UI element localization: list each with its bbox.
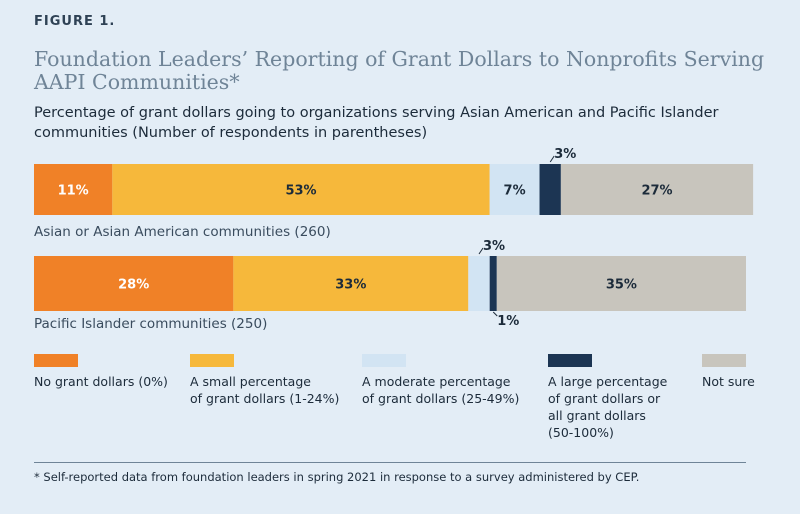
legend-swatch	[34, 354, 78, 367]
chart-subtitle: Percentage of grant dollars going to org…	[34, 105, 719, 141]
data-label: 28%	[118, 278, 149, 293]
legend-item-no-grant: No grant dollars (0%)	[34, 354, 168, 390]
data-label: 35%	[606, 278, 637, 293]
footnote-divider	[34, 462, 746, 463]
legend-item-large: A large percentage of grant dollars or a…	[548, 354, 667, 441]
bar-segment	[496, 256, 746, 311]
legend-label: No grant dollars (0%)	[34, 374, 168, 389]
legend-item-small: A small percentage of grant dollars (1-2…	[190, 354, 339, 407]
data-label: 33%	[335, 278, 366, 293]
legend-item-not-sure: Not sure	[702, 354, 755, 390]
bar-segment	[539, 164, 561, 215]
data-label: 3%	[554, 147, 576, 162]
bar-segment	[489, 256, 497, 311]
legend-swatch	[548, 354, 592, 367]
legend-swatch	[702, 354, 746, 367]
data-label-leader	[478, 247, 484, 255]
footnote: * Self-reported data from foundation lea…	[34, 470, 640, 484]
legend-swatch	[190, 354, 234, 367]
legend-label: A moderate percentage of grant dollars (…	[362, 374, 520, 406]
legend-item-moderate: A moderate percentage of grant dollars (…	[362, 354, 519, 407]
bar-segment	[560, 164, 754, 215]
bar-segment	[233, 256, 469, 311]
data-label-leader	[492, 311, 498, 317]
legend-label: Not sure	[702, 374, 755, 389]
figure-label: FIGURE 1.	[34, 14, 116, 29]
legend-label: A small percentage of grant dollars (1-2…	[190, 374, 340, 406]
bar-segment	[489, 164, 540, 215]
data-label: 3%	[483, 239, 505, 254]
chart-title: Foundation Leaders’ Reporting of Grant D…	[34, 47, 765, 94]
stacked-bar-chart: 11% 53% 7% 3% 27% Asian or Asian American com…	[34, 147, 754, 332]
legend-label: A large percentage of grant dollars or a…	[548, 374, 668, 440]
data-label-leader	[549, 155, 555, 163]
data-label: 1%	[497, 314, 519, 329]
bar-segment	[468, 256, 490, 311]
data-label: 53%	[285, 184, 316, 199]
bar-segment	[112, 164, 490, 215]
data-label: 27%	[641, 184, 672, 199]
legend-swatch	[362, 354, 406, 367]
data-label: 7%	[504, 184, 526, 199]
bar-segment	[34, 164, 113, 215]
category-label: Asian or Asian American communities (260…	[34, 224, 331, 240]
category-label: Pacific Islander communities (250)	[34, 316, 267, 332]
data-label: 11%	[58, 184, 89, 199]
bar-segment	[34, 256, 234, 311]
